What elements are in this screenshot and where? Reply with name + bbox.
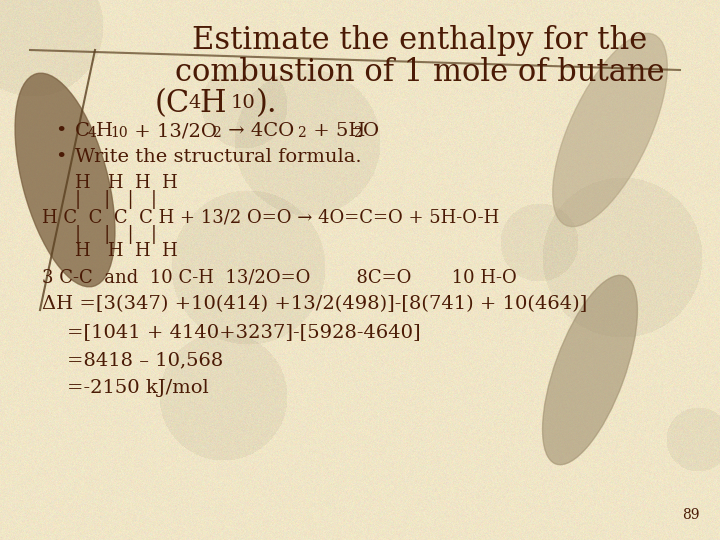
- Text: |    |   |   |: | | | |: [75, 225, 157, 244]
- Text: =8418 – 10,568: =8418 – 10,568: [42, 351, 223, 369]
- Text: H: H: [96, 122, 113, 140]
- Text: (C: (C: [155, 88, 190, 119]
- Text: 2: 2: [353, 126, 361, 140]
- Text: combustion of 1 mole of butane: combustion of 1 mole of butane: [175, 57, 665, 88]
- Text: O: O: [363, 122, 379, 140]
- Text: Write the structural formula.: Write the structural formula.: [75, 148, 361, 166]
- Text: H: H: [199, 88, 225, 119]
- Text: •: •: [55, 122, 66, 140]
- Text: =[1041 + 4140+3237]-[5928-4640]: =[1041 + 4140+3237]-[5928-4640]: [42, 323, 420, 341]
- Text: ΔH =[3(347) +10(414) +13/2(498)]-[8(741) + 10(464)]: ΔH =[3(347) +10(414) +13/2(498)]-[8(741)…: [42, 295, 588, 313]
- Text: 2: 2: [297, 126, 306, 140]
- Ellipse shape: [553, 33, 667, 227]
- Text: H   H  H  H: H H H H: [75, 174, 178, 192]
- Text: + 5H: + 5H: [307, 122, 365, 140]
- Text: + 13/2O: + 13/2O: [128, 122, 217, 140]
- Text: •: •: [55, 148, 66, 166]
- Text: =-2150 kJ/mol: =-2150 kJ/mol: [42, 379, 209, 397]
- Text: Estimate the enthalpy for the: Estimate the enthalpy for the: [192, 25, 647, 56]
- Text: C: C: [75, 122, 90, 140]
- Text: → 4CO: → 4CO: [222, 122, 294, 140]
- Text: 4: 4: [88, 126, 97, 140]
- Text: 2: 2: [212, 126, 221, 140]
- Text: |    |   |   |: | | | |: [75, 190, 157, 209]
- Text: 89: 89: [683, 508, 700, 522]
- Text: H C  C  C  C H + 13/2 O=O → 4O=C=O + 5H-O-H: H C C C C H + 13/2 O=O → 4O=C=O + 5H-O-H: [42, 208, 499, 226]
- Text: H   H  H  H: H H H H: [75, 242, 178, 260]
- Text: 10: 10: [110, 126, 127, 140]
- Text: ).: ).: [256, 88, 278, 119]
- Text: 3 C-C  and  10 C-H  13/2O=O        8C=O       10 H-O: 3 C-C and 10 C-H 13/2O=O 8C=O 10 H-O: [42, 268, 517, 286]
- Ellipse shape: [543, 275, 637, 465]
- Text: 4: 4: [188, 94, 200, 112]
- Ellipse shape: [15, 73, 115, 287]
- Text: 10: 10: [231, 94, 256, 112]
